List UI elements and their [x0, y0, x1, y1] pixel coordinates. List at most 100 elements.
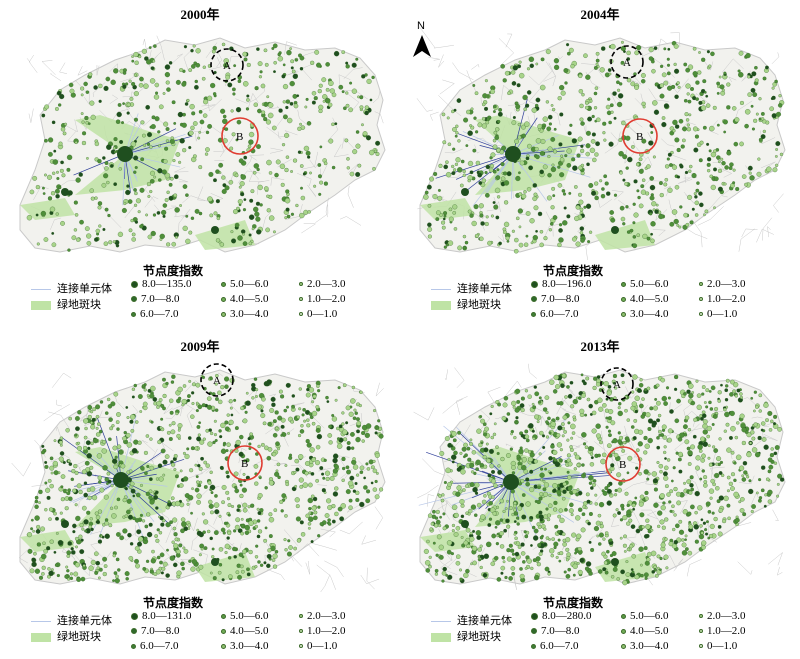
- connection-line-swatch: [31, 620, 51, 622]
- node-class-dot: [621, 628, 626, 634]
- legend-patch-item: 绿地斑块: [431, 628, 501, 644]
- legend-class-item: 5.0—6.0: [221, 278, 269, 290]
- circle-b: B: [221, 117, 259, 155]
- legend: 节点度指数 连接单元体 绿地斑块 8.0—280.0 7.0—8.0 6.0—7.0 5.0…: [431, 594, 791, 656]
- node-class-label: 7.0—8.0: [541, 625, 580, 637]
- map-canvas: AB: [11, 363, 386, 592]
- legend-class-item: 2.0—3.0: [699, 278, 746, 290]
- legend-class-item: 5.0—6.0: [621, 278, 669, 290]
- node-class-dot: [299, 282, 303, 287]
- legend-line-label: 连接单元体: [457, 615, 512, 627]
- node-class-dot: [221, 281, 226, 287]
- legend-class-item: 7.0—8.0: [131, 293, 180, 305]
- node-class-dot: [531, 612, 538, 620]
- legend-class-item: 0—1.0: [699, 640, 737, 652]
- legend-class-item: 0—1.0: [699, 308, 737, 320]
- node-class-label: 6.0—7.0: [540, 308, 579, 320]
- node-class-label: 1.0—2.0: [307, 625, 346, 637]
- hub-node: [211, 558, 219, 566]
- node-class-label: 6.0—7.0: [140, 308, 179, 320]
- node-class-label: 6.0—7.0: [540, 640, 579, 652]
- node-class-dot: [621, 643, 626, 649]
- green-patch-swatch: [431, 632, 451, 642]
- circle-b-label: B: [241, 458, 248, 470]
- circle-b: B: [605, 446, 641, 482]
- north-label: N: [417, 20, 425, 32]
- green-patch-swatch: [431, 300, 451, 310]
- legend-class-item: 0—1.0: [299, 640, 337, 652]
- node-class-dot: [531, 311, 536, 317]
- node-points: [423, 373, 785, 586]
- legend-class-item: 7.0—8.0: [531, 625, 580, 637]
- circle-a-label: A: [613, 379, 621, 391]
- node-class-dot: [221, 311, 226, 317]
- legend-class-item: 0—1.0: [299, 308, 337, 320]
- node-class-label: 3.0—4.0: [630, 308, 669, 320]
- node-class-dot: [299, 614, 303, 619]
- hub-node: [61, 188, 69, 196]
- connection-line-swatch: [431, 620, 451, 622]
- circle-a-label: A: [223, 60, 231, 72]
- legend-class-item: 6.0—7.0: [531, 308, 579, 320]
- node-class-dot: [699, 614, 703, 619]
- node-class-label: 7.0—8.0: [141, 293, 180, 305]
- node-class-label: 1.0—2.0: [707, 625, 746, 637]
- node-class-label: 2.0—3.0: [707, 610, 746, 622]
- node-class-label: 3.0—4.0: [230, 308, 269, 320]
- node-class-dot: [621, 311, 626, 317]
- node-class-label: 5.0—6.0: [230, 278, 269, 290]
- circle-a: A: [200, 363, 234, 397]
- node-class-label: 0—1.0: [707, 640, 738, 652]
- hub-node: [461, 188, 469, 196]
- node-class-dot: [531, 280, 538, 288]
- circle-a: A: [600, 367, 634, 401]
- legend-title: 节点度指数: [543, 264, 604, 278]
- node-class-label: 8.0—280.0: [542, 610, 592, 622]
- legend-class-item: 4.0—5.0: [221, 293, 269, 305]
- hub-node: [61, 520, 69, 528]
- node-points: [26, 42, 381, 252]
- panel-year-title: 2004年: [580, 7, 620, 22]
- node-class-dot: [221, 296, 226, 302]
- node-class-label: 3.0—4.0: [230, 640, 269, 652]
- legend-class-item: 7.0—8.0: [531, 293, 580, 305]
- legend-patch-label: 绿地斑块: [57, 631, 101, 643]
- hub-node: [211, 226, 219, 234]
- legend-title: 节点度指数: [543, 596, 604, 610]
- legend-class-item: 3.0—4.0: [621, 640, 669, 652]
- region-outline: [419, 369, 786, 585]
- node-class-dot: [131, 612, 138, 620]
- green-patch-swatch: [31, 300, 51, 310]
- connection-line-swatch: [31, 288, 51, 290]
- node-class-label: 8.0—131.0: [142, 610, 192, 622]
- legend-line-label: 连接单元体: [457, 283, 512, 295]
- circle-b: B: [622, 118, 658, 154]
- circle-b: B: [227, 445, 263, 481]
- map-canvas: AB: [413, 363, 786, 590]
- node-class-label: 2.0—3.0: [307, 610, 346, 622]
- legend-class-item: 6.0—7.0: [131, 640, 179, 652]
- node-class-label: 6.0—7.0: [140, 640, 179, 652]
- panel-year-title: 2000年: [180, 7, 220, 22]
- circle-a-label: A: [623, 57, 631, 69]
- legend-line-item: 连接单元体: [431, 280, 512, 296]
- node-class-label: 4.0—5.0: [230, 625, 269, 637]
- legend-class-item: 1.0—2.0: [699, 625, 746, 637]
- legend-class-item: 1.0—2.0: [299, 293, 346, 305]
- circle-b-label: B: [236, 131, 243, 143]
- legend-line-label: 连接单元体: [57, 283, 112, 295]
- node-class-dot: [699, 297, 703, 302]
- node-class-dot: [621, 281, 626, 287]
- north-arrow: N: [409, 20, 435, 60]
- hub-node: [461, 520, 469, 528]
- legend-patch-item: 绿地斑块: [31, 628, 101, 644]
- region-outline: [19, 369, 386, 585]
- legend-class-item: 1.0—2.0: [699, 293, 746, 305]
- node-class-dot: [621, 296, 626, 302]
- legend-patch-label: 绿地斑块: [457, 299, 501, 311]
- legend-line-label: 连接单元体: [57, 615, 112, 627]
- node-class-dot: [221, 628, 226, 634]
- legend-title: 节点度指数: [143, 264, 204, 278]
